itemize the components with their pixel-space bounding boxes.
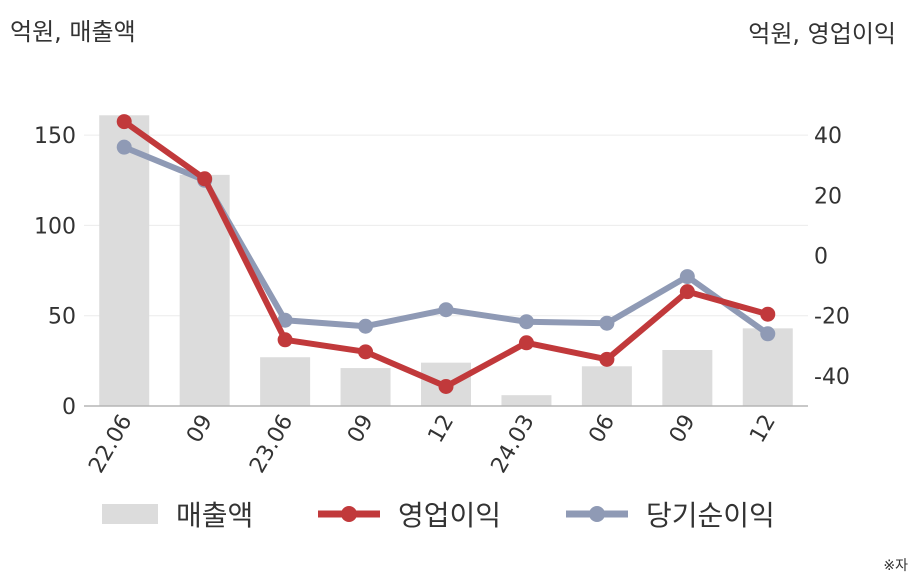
legend-item-operating-profit: 영업이익 (318, 492, 501, 536)
legend-swatch-revenue (102, 504, 158, 524)
point-당기순이익 (518, 314, 534, 330)
point-당기순이익 (116, 139, 132, 155)
source-note: ※자 (883, 558, 908, 574)
point-당기순이익 (438, 302, 454, 318)
right-axis-unit: 억원, 영업이익 (748, 20, 896, 48)
x-tick-label: 06 (584, 411, 620, 448)
bar-매출액 (742, 328, 793, 406)
legend-swatch-net-income (566, 506, 628, 522)
bar-매출액 (260, 357, 311, 406)
legend-item-net-income: 당기순이익 (566, 492, 775, 536)
y-right-tick-label: 0 (814, 245, 828, 270)
point-영업이익 (679, 284, 695, 300)
legend: 매출액 영업이익 당기순이익 (0, 492, 908, 536)
y-left-tick-label: 150 (34, 124, 76, 149)
x-tick-label: 12 (424, 411, 460, 448)
x-tick-label: 09 (665, 411, 701, 448)
y-right-tick-label: -20 (814, 305, 850, 330)
bar-매출액 (662, 350, 713, 406)
point-당기순이익 (760, 326, 776, 342)
point-당기순이익 (679, 269, 695, 285)
x-tick-label: 23.06 (245, 411, 298, 478)
point-영업이익 (197, 171, 213, 187)
point-영업이익 (358, 344, 374, 360)
x-tick-label: 09 (343, 411, 379, 448)
x-tick-label: 24.03 (486, 411, 539, 478)
bar-매출액 (501, 395, 552, 406)
y-right-tick-label: 40 (814, 124, 842, 149)
legend-label-revenue: 매출액 (176, 499, 254, 532)
bar-매출액 (99, 115, 150, 406)
left-axis-unit: 억원, 매출액 (10, 18, 136, 46)
legend-label-operating-profit: 영업이익 (398, 499, 502, 532)
point-영업이익 (760, 306, 776, 322)
point-영업이익 (438, 378, 454, 394)
bar-매출액 (581, 366, 632, 406)
y-right-tick-label: 20 (814, 184, 842, 209)
point-영업이익 (277, 332, 293, 348)
point-영업이익 (599, 351, 615, 367)
legend-label-net-income: 당기순이익 (646, 499, 775, 532)
y-left-tick-label: 50 (48, 305, 76, 330)
x-tick-label: 22.06 (84, 411, 137, 478)
point-당기순이익 (599, 315, 615, 331)
legend-swatch-operating-profit (318, 506, 380, 522)
point-당기순이익 (358, 318, 374, 334)
y-right-tick-label: -40 (814, 365, 850, 390)
point-당기순이익 (277, 312, 293, 328)
y-left-tick-label: 100 (34, 214, 76, 239)
x-tick-label: 09 (182, 411, 218, 448)
y-left-tick-label: 0 (62, 395, 76, 420)
point-영업이익 (518, 335, 534, 351)
point-영업이익 (116, 114, 132, 130)
legend-item-revenue: 매출액 (102, 492, 253, 536)
bar-매출액 (340, 368, 391, 406)
x-tick-label: 12 (745, 411, 781, 448)
